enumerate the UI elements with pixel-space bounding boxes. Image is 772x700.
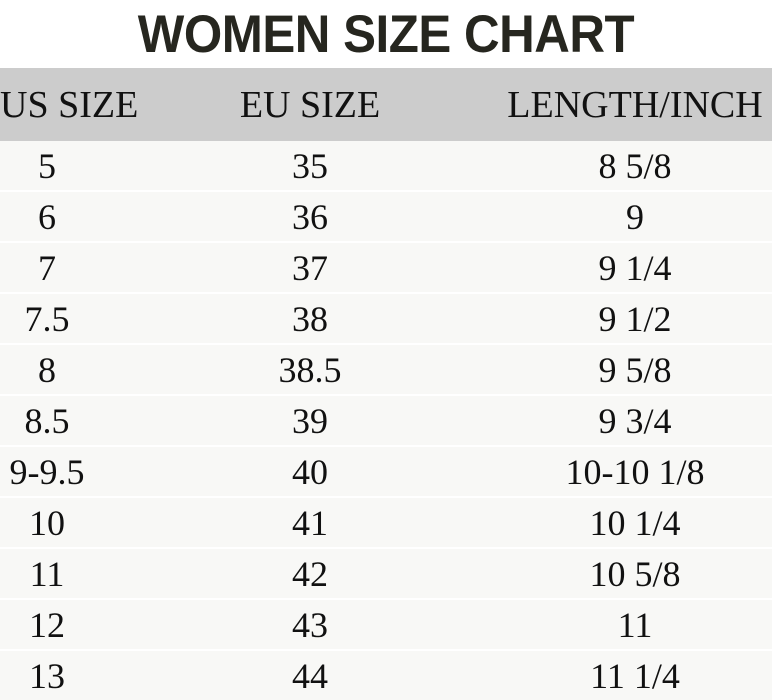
table-row: 5 35 8 5/8: [0, 141, 772, 192]
cell-length-inch: 11: [480, 599, 772, 651]
cell-us-size: 7.5: [0, 293, 190, 345]
cell-us-size: 13: [0, 650, 190, 700]
table-row: 7 37 9 1/4: [0, 242, 772, 294]
table-header-row: US SIZE EU SIZE LENGTH/INCH: [0, 68, 772, 141]
cell-us-size: 11: [0, 548, 190, 600]
cell-length-inch: 11 1/4: [480, 650, 772, 700]
cell-us-size: 5: [0, 141, 190, 192]
page-title: WOMEN SIZE CHART: [137, 4, 635, 64]
cell-length-inch: 9 1/4: [480, 242, 772, 294]
cell-us-size: 12: [0, 599, 190, 651]
cell-eu-size: 38: [190, 293, 480, 345]
table-row: 6 36 9: [0, 191, 772, 243]
table-row: 9-9.5 40 10-10 1/8: [0, 446, 772, 498]
size-chart-table: US SIZE EU SIZE LENGTH/INCH 5 35 8 5/8 6…: [0, 68, 772, 700]
cell-eu-size: 38.5: [190, 344, 480, 396]
cell-eu-size: 36: [190, 191, 480, 243]
cell-eu-size: 40: [190, 446, 480, 498]
table-row: 8 38.5 9 5/8: [0, 344, 772, 396]
column-header-us-size: US SIZE: [0, 68, 190, 141]
cell-eu-size: 39: [190, 395, 480, 447]
cell-us-size: 9-9.5: [0, 446, 190, 498]
cell-length-inch: 10 5/8: [480, 548, 772, 600]
cell-length-inch: 10-10 1/8: [480, 446, 772, 498]
table-row: 7.5 38 9 1/2: [0, 293, 772, 345]
cell-length-inch: 9 5/8: [480, 344, 772, 396]
cell-length-inch: 8 5/8: [480, 141, 772, 192]
cell-length-inch: 10 1/4: [480, 497, 772, 549]
column-header-length-inch: LENGTH/INCH: [480, 68, 772, 141]
cell-eu-size: 44: [190, 650, 480, 700]
column-header-eu-size: EU SIZE: [190, 68, 480, 141]
table-body: 5 35 8 5/8 6 36 9 7 37 9 1/4 7.5 38 9 1/…: [0, 141, 772, 700]
cell-us-size: 7: [0, 242, 190, 294]
table-row: 8.5 39 9 3/4: [0, 395, 772, 447]
table-row: 11 42 10 5/8: [0, 548, 772, 600]
cell-us-size: 6: [0, 191, 190, 243]
cell-us-size: 10: [0, 497, 190, 549]
cell-length-inch: 9 1/2: [480, 293, 772, 345]
table-row: 13 44 11 1/4: [0, 650, 772, 700]
table-row: 10 41 10 1/4: [0, 497, 772, 549]
cell-eu-size: 41: [190, 497, 480, 549]
cell-eu-size: 35: [190, 141, 480, 192]
table-header: US SIZE EU SIZE LENGTH/INCH: [0, 68, 772, 141]
cell-eu-size: 43: [190, 599, 480, 651]
cell-us-size: 8: [0, 344, 190, 396]
cell-length-inch: 9 3/4: [480, 395, 772, 447]
cell-us-size: 8.5: [0, 395, 190, 447]
cell-eu-size: 42: [190, 548, 480, 600]
table-row: 12 43 11: [0, 599, 772, 651]
cell-length-inch: 9: [480, 191, 772, 243]
cell-eu-size: 37: [190, 242, 480, 294]
